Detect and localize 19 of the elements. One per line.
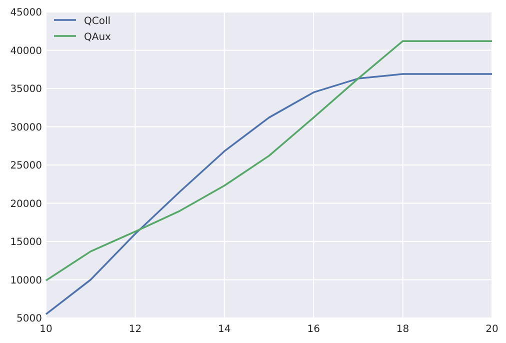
x-tick-label: 12 bbox=[128, 324, 142, 335]
line-series bbox=[45, 40, 493, 282]
x-tick-label: 16 bbox=[307, 324, 320, 335]
y-tick-label: 35000 bbox=[10, 84, 42, 95]
line-series bbox=[45, 73, 493, 316]
y-tick-label: 20000 bbox=[10, 198, 42, 210]
legend-label: QAux bbox=[84, 32, 112, 43]
x-tick-label: 18 bbox=[396, 324, 410, 335]
x-tick-label: 20 bbox=[486, 324, 498, 335]
y-tick-label: 40000 bbox=[10, 46, 42, 57]
legend-label: QColl bbox=[84, 16, 111, 27]
x-tick-label: 14 bbox=[218, 324, 231, 335]
y-tick-label: 15000 bbox=[10, 237, 42, 248]
y-tick-label: 25000 bbox=[10, 160, 42, 172]
x-tick-label: 10 bbox=[40, 324, 52, 335]
y-tick-label: 10000 bbox=[10, 275, 42, 286]
y-tick-label: 5000 bbox=[16, 314, 42, 324]
y-tick-label: 45000 bbox=[10, 8, 42, 18]
y-tick-label: 30000 bbox=[10, 122, 42, 134]
